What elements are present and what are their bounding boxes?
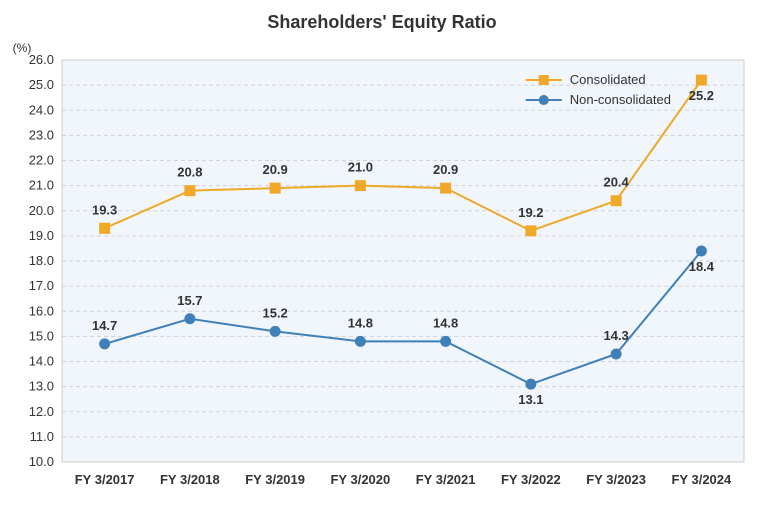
data-value-label: 20.9 xyxy=(262,162,287,177)
series-marker xyxy=(611,349,621,359)
xtick-label: FY 3/2023 xyxy=(586,472,646,487)
data-value-label: 19.2 xyxy=(518,205,543,220)
ytick-label: 12.0 xyxy=(29,404,54,419)
data-value-label: 13.1 xyxy=(518,392,543,407)
ytick-label: 14.0 xyxy=(29,354,54,369)
ytick-label: 16.0 xyxy=(29,303,54,318)
ytick-label: 10.0 xyxy=(29,454,54,469)
data-value-label: 15.7 xyxy=(177,293,202,308)
series-marker xyxy=(355,336,365,346)
series-marker xyxy=(526,379,536,389)
data-value-label: 18.4 xyxy=(689,259,715,274)
data-value-label: 14.7 xyxy=(92,318,117,333)
chart-container: Shareholders' Equity Ratio(%)10.011.012.… xyxy=(0,0,764,510)
series-marker xyxy=(185,186,195,196)
data-value-label: 19.3 xyxy=(92,202,117,217)
legend-swatch-marker xyxy=(539,95,549,105)
ytick-label: 21.0 xyxy=(29,178,54,193)
series-marker xyxy=(355,181,365,191)
xtick-label: FY 3/2017 xyxy=(75,472,135,487)
legend-label: Consolidated xyxy=(570,72,646,87)
series-marker xyxy=(696,75,706,85)
ytick-label: 24.0 xyxy=(29,102,54,117)
xtick-label: FY 3/2018 xyxy=(160,472,220,487)
series-marker xyxy=(270,183,280,193)
ytick-label: 17.0 xyxy=(29,278,54,293)
chart-title: Shareholders' Equity Ratio xyxy=(267,12,496,32)
plot-area xyxy=(62,60,744,462)
data-value-label: 25.2 xyxy=(689,88,714,103)
ytick-label: 26.0 xyxy=(29,52,54,67)
data-value-label: 14.8 xyxy=(348,315,373,330)
data-value-label: 14.3 xyxy=(603,328,628,343)
equity-ratio-chart: Shareholders' Equity Ratio(%)10.011.012.… xyxy=(0,0,764,510)
xtick-label: FY 3/2022 xyxy=(501,472,561,487)
series-marker xyxy=(696,246,706,256)
xtick-label: FY 3/2019 xyxy=(245,472,305,487)
data-value-label: 15.2 xyxy=(262,305,287,320)
series-marker xyxy=(185,314,195,324)
ytick-label: 20.0 xyxy=(29,203,54,218)
ytick-label: 23.0 xyxy=(29,127,54,142)
xtick-label: FY 3/2020 xyxy=(330,472,390,487)
data-value-label: 20.9 xyxy=(433,162,458,177)
data-value-label: 14.8 xyxy=(433,315,458,330)
data-value-label: 21.0 xyxy=(348,160,373,175)
ytick-label: 11.0 xyxy=(30,429,54,444)
legend-swatch-marker xyxy=(539,75,549,85)
ytick-label: 25.0 xyxy=(29,77,54,92)
data-value-label: 20.4 xyxy=(603,175,629,190)
xtick-label: FY 3/2021 xyxy=(416,472,476,487)
xtick-label: FY 3/2024 xyxy=(671,472,732,487)
series-marker xyxy=(270,326,280,336)
legend-label: Non-consolidated xyxy=(570,92,671,107)
ytick-label: 22.0 xyxy=(29,153,54,168)
series-marker xyxy=(100,339,110,349)
ytick-label: 18.0 xyxy=(29,253,54,268)
ytick-label: 15.0 xyxy=(29,328,54,343)
ytick-label: 19.0 xyxy=(29,228,54,243)
ytick-label: 13.0 xyxy=(29,379,54,394)
series-marker xyxy=(526,226,536,236)
series-marker xyxy=(441,183,451,193)
data-value-label: 20.8 xyxy=(177,165,202,180)
series-marker xyxy=(100,223,110,233)
series-marker xyxy=(611,196,621,206)
series-marker xyxy=(441,336,451,346)
